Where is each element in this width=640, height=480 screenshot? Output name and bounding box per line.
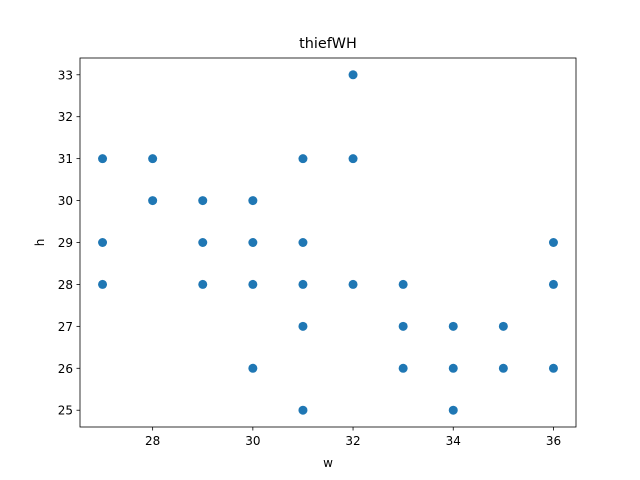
- data-point: [498, 363, 508, 373]
- chart-title: thiefWH: [299, 36, 357, 52]
- data-point: [98, 279, 108, 289]
- data-point: [348, 154, 358, 164]
- data-point: [398, 321, 408, 331]
- y-tick-label: 29: [58, 236, 73, 250]
- y-tick-label: 28: [58, 278, 73, 292]
- data-point: [548, 238, 558, 247]
- data-point: [98, 154, 108, 164]
- y-tick-label: 33: [58, 68, 73, 82]
- x-tick-label: 32: [345, 434, 360, 448]
- x-tick-label: 30: [245, 434, 260, 448]
- data-point: [248, 363, 258, 373]
- x-tick-label: 34: [446, 434, 461, 448]
- x-axis-label: w: [323, 456, 333, 470]
- data-point: [348, 70, 358, 80]
- data-point: [298, 154, 308, 164]
- data-point: [98, 238, 108, 247]
- data-point: [348, 279, 358, 289]
- data-point: [448, 363, 458, 373]
- data-point: [198, 238, 208, 247]
- data-point: [148, 196, 158, 206]
- data-point: [548, 363, 558, 373]
- data-point: [248, 279, 258, 289]
- data-point: [198, 196, 208, 206]
- y-tick-label: 27: [58, 320, 73, 334]
- data-point: [298, 321, 308, 331]
- data-point: [498, 321, 508, 331]
- y-tick-label: 26: [58, 362, 73, 376]
- x-axis: 28 30 32 34 36: [145, 427, 561, 448]
- y-tick-label: 30: [58, 194, 73, 208]
- x-tick-label: 28: [145, 434, 160, 448]
- data-point: [248, 238, 258, 247]
- data-point: [398, 279, 408, 289]
- data-point: [298, 279, 308, 289]
- y-tick-label: 32: [58, 110, 73, 124]
- data-point: [248, 196, 258, 206]
- data-point: [298, 238, 308, 247]
- y-axis-label: h: [33, 239, 47, 247]
- points-layer: [98, 70, 558, 415]
- data-point: [198, 279, 208, 289]
- y-tick-label: 31: [58, 152, 73, 166]
- data-point: [148, 154, 158, 164]
- y-axis: 25 26 27 28 29 30 31 32 33: [58, 68, 80, 418]
- data-point: [548, 279, 558, 289]
- data-point: [298, 405, 308, 415]
- y-tick-label: 25: [58, 404, 73, 418]
- data-point: [448, 405, 458, 415]
- data-point: [398, 363, 408, 373]
- data-point: [448, 321, 458, 331]
- x-tick-label: 36: [546, 434, 561, 448]
